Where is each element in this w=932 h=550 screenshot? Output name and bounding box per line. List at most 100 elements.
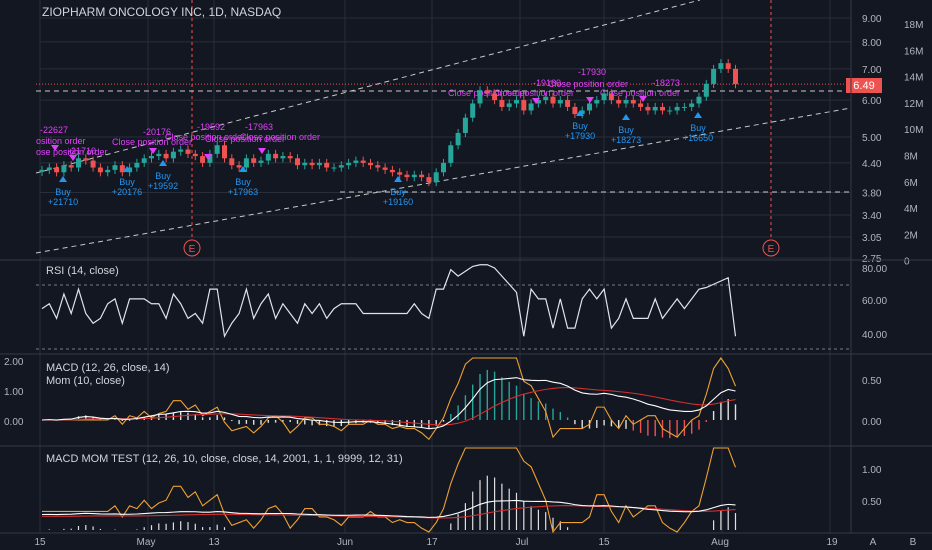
- buy-arrow-icon: [123, 166, 131, 172]
- rsi-tick-40: 40.00: [862, 330, 887, 341]
- candle-body: [419, 174, 425, 178]
- current-price-badge: [846, 78, 882, 93]
- candle-body: [46, 167, 52, 170]
- candle-body: [309, 162, 315, 166]
- candle-body: [207, 153, 213, 163]
- close-position-label: ose position order: [36, 147, 108, 157]
- candle-body: [645, 106, 651, 111]
- candle-body: [54, 167, 60, 173]
- candle-body: [601, 93, 607, 101]
- time-tick: 15: [598, 537, 610, 548]
- candle-body: [346, 162, 352, 166]
- candle-body: [506, 103, 512, 107]
- buy-label: Buy: [119, 177, 135, 187]
- candle-body: [112, 165, 118, 170]
- close-position-label: Close position order: [548, 79, 628, 89]
- buy-amount-label: +19160: [383, 197, 413, 207]
- sell-arrow-icon: [51, 145, 59, 151]
- buy-arrow-icon: [239, 166, 247, 172]
- short-label: -19592: [197, 122, 225, 132]
- volume-tick: 14M: [904, 73, 923, 84]
- candle-body: [441, 162, 446, 173]
- buy-label: Buy: [572, 121, 588, 131]
- buy-arrow-icon: [159, 160, 167, 166]
- candle-body: [258, 160, 264, 163]
- buy-arrow-icon: [622, 114, 630, 120]
- candle-body: [185, 149, 191, 154]
- macd-mom-test-panel: MACD MOM TEST (12, 26, 10, close, close,…: [41, 447, 882, 534]
- close-position-label: Close position order: [240, 132, 320, 142]
- price-tick: 8.00: [862, 38, 882, 49]
- candle-body: [411, 174, 417, 178]
- candle-body: [229, 158, 235, 166]
- macd-tick-000: 0.00: [862, 417, 882, 428]
- macd-line: [41, 377, 736, 430]
- candle-body: [462, 117, 468, 133]
- volume-tick: 8M: [904, 152, 918, 163]
- earnings-marker-1[interactable]: [183, 239, 201, 257]
- candle-body: [68, 165, 74, 168]
- candle-body: [251, 158, 257, 163]
- candle-body: [630, 100, 636, 104]
- close-position-label: Close position order: [112, 137, 192, 147]
- sell-arrow-icon: [532, 98, 540, 104]
- volume-tick: 16M: [904, 46, 923, 57]
- time-tick: Jul: [516, 537, 529, 548]
- candle-body: [660, 106, 665, 111]
- candle-body: [353, 160, 359, 163]
- candle-body: [360, 160, 366, 163]
- candle-body: [236, 165, 242, 168]
- buy-label: Buy: [235, 177, 251, 187]
- close-position-label: osition order: [36, 136, 86, 146]
- price-tick: 6.00: [862, 96, 882, 107]
- time-tick: May: [137, 537, 156, 548]
- candle-body: [338, 165, 344, 168]
- time-tick: B: [910, 537, 917, 548]
- buy-arrow-icon: [394, 176, 402, 182]
- candle-body: [433, 172, 439, 183]
- earnings-marker-2-label: E: [768, 244, 775, 255]
- price-panel: -22627 -21710 -20176 -19592 -17963 -19160 -179…: [35, 0, 852, 254]
- price-axis: 9.008.007.006.005.004.403.803.403.052.75: [862, 14, 882, 265]
- close-position-label: Close position order: [165, 132, 245, 142]
- candle-body: [572, 106, 578, 115]
- volume-tick: 4M: [904, 204, 918, 215]
- candle-body: [587, 103, 592, 111]
- close-position-label: Close position order: [205, 134, 285, 144]
- candle-body: [295, 158, 300, 166]
- candle-body: [623, 100, 629, 104]
- price-tick: 3.80: [862, 189, 882, 200]
- macd-panel: MACD (12, 26, close, 14) Mom (10, close)…: [4, 357, 882, 441]
- macd-left-tick-1: 1.00: [4, 387, 24, 398]
- buy-label: Buy: [690, 123, 706, 133]
- short-label: -21710: [68, 146, 96, 156]
- candle-body: [178, 149, 184, 152]
- candle-body: [156, 153, 162, 157]
- candle-body: [375, 165, 381, 168]
- buy-label: Buy: [55, 187, 71, 197]
- candle-body: [265, 153, 271, 161]
- candle-body: [141, 158, 147, 163]
- candle-body: [170, 151, 176, 159]
- candle-body: [696, 96, 702, 104]
- earnings-marker-2[interactable]: [762, 239, 780, 257]
- current-price-label: 6.49: [853, 80, 874, 92]
- rsi-panel: RSI (14, close) 80.00 60.00 40.00: [36, 264, 887, 350]
- buy-amount-label: +17930: [565, 131, 595, 141]
- candle-body: [565, 100, 571, 107]
- candles: [39, 59, 738, 187]
- sell-arrow-icon: [586, 97, 594, 103]
- candle-body: [302, 162, 308, 166]
- earnings-marker-1-label: E: [189, 244, 196, 255]
- price-tick: 3.05: [862, 233, 882, 244]
- short-label: -19160: [533, 78, 561, 88]
- buy-amount-label: +19592: [148, 181, 178, 191]
- sell-arrow-icon: [204, 154, 212, 160]
- candle-body: [535, 100, 541, 104]
- candle-body: [127, 167, 133, 173]
- candle-body: [448, 145, 454, 163]
- volume-tick: 18M: [904, 20, 923, 31]
- candle-body: [725, 63, 731, 69]
- time-axis: 15 May 13 Jun 17 Jul 15 Aug 19 A B: [34, 537, 916, 548]
- price-tick: 3.40: [862, 211, 882, 222]
